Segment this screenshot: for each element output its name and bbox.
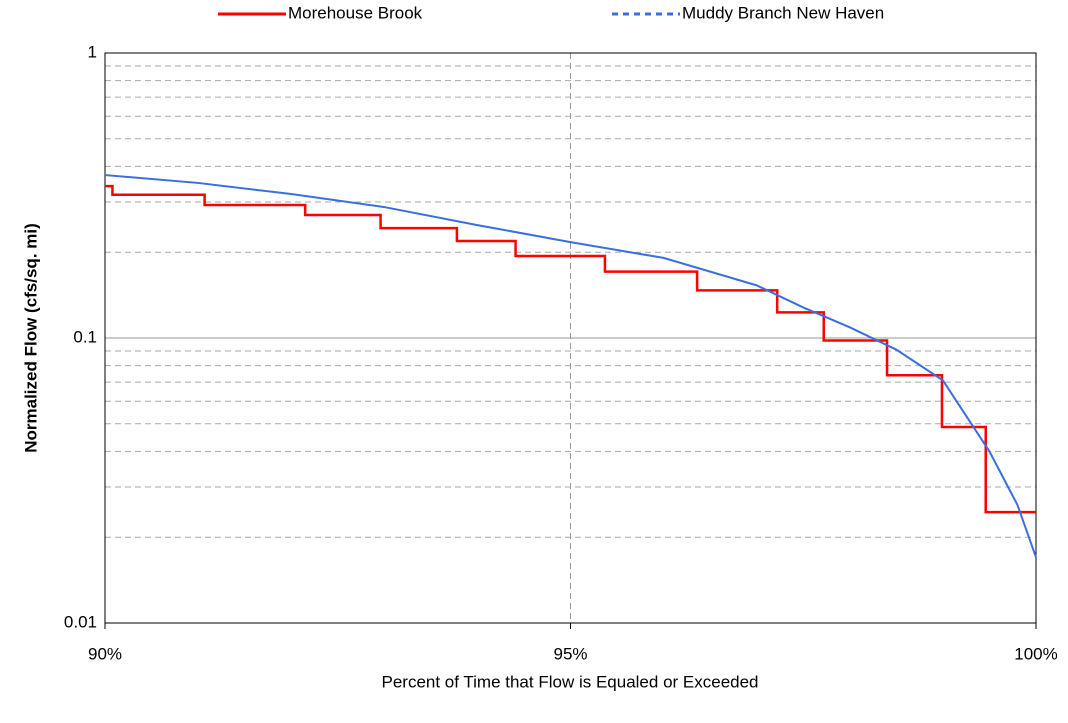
data-line bbox=[104, 174, 1037, 558]
x-tick-label: 100% bbox=[1014, 644, 1057, 663]
x-axis-title: Percent of Time that Flow is Equaled or … bbox=[381, 672, 758, 691]
legend-label: Morehouse Brook bbox=[288, 3, 423, 22]
y-tick-label: 0.01 bbox=[64, 612, 97, 631]
x-tick-label: 95% bbox=[553, 644, 587, 663]
legend-label: Muddy Branch New Haven bbox=[682, 3, 884, 22]
data-line bbox=[105, 184, 1036, 514]
y-tick-label: 1 bbox=[88, 42, 97, 61]
y-tick-label: 0.1 bbox=[73, 327, 97, 346]
plot-border bbox=[104, 52, 1037, 624]
x-tick-label: 90% bbox=[88, 644, 122, 663]
y-axis-title: Normalized Flow (cfs/sq. mi) bbox=[21, 223, 40, 453]
